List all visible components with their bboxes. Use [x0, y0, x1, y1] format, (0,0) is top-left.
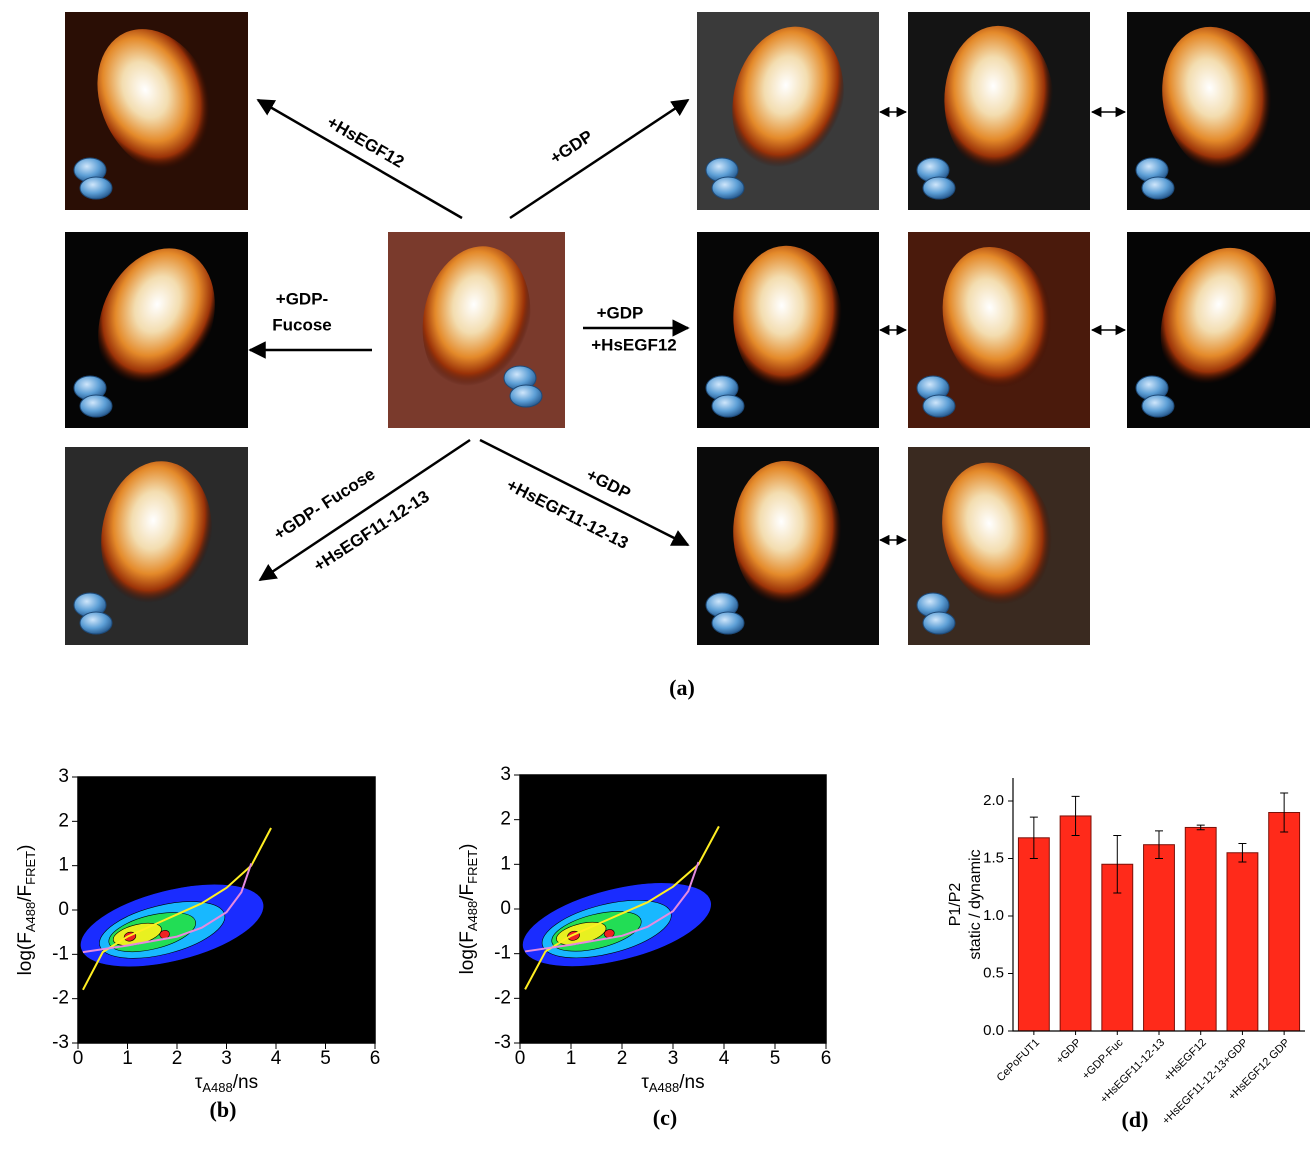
y-tick-label: 1: [500, 853, 511, 874]
y-tick-label: 3: [500, 764, 511, 785]
arrow-label: +GDP-: [276, 289, 328, 308]
schematic-icon: [923, 612, 955, 634]
arrow-label: Fucose: [272, 315, 332, 334]
bar: [1018, 838, 1049, 1031]
x-tick-label: 1: [122, 1048, 133, 1069]
bar: [1269, 813, 1300, 1032]
bar: [1227, 853, 1258, 1031]
bar: [1185, 827, 1216, 1031]
y-tick-label: -3: [494, 1032, 511, 1053]
schematic-icon: [712, 177, 744, 199]
x-tick-label: 2: [172, 1048, 183, 1069]
x-axis-label-part: /ns: [233, 1072, 258, 1093]
arrow-label: +GDP: [547, 126, 597, 167]
bar: [1060, 816, 1091, 1031]
y-tick-label: 0.0: [983, 1022, 1004, 1039]
schematic-icon: [80, 395, 112, 417]
y-tick-label: 2.0: [983, 792, 1004, 809]
y-tick-label: -1: [52, 943, 69, 964]
schematic-icon: [712, 612, 744, 634]
y-axis-label: log(FA488/FFRET): [15, 845, 38, 976]
schematic-icon: [1142, 395, 1174, 417]
panel-label: (a): [669, 675, 695, 700]
x-axis-label-part: /ns: [679, 1072, 704, 1093]
y-tick-label: 0.5: [983, 964, 1004, 981]
schematic-icon: [923, 177, 955, 199]
x-axis-label: τA488/ns: [195, 1072, 258, 1095]
arrow: [260, 440, 470, 580]
x-tick-label: 0: [73, 1048, 84, 1069]
bar: [1144, 845, 1175, 1031]
x-axis-label: τA488/ns: [641, 1072, 704, 1095]
y-axis-label-part: A488: [23, 902, 38, 932]
schematic-icon: [923, 395, 955, 417]
arrow: [258, 100, 462, 218]
schematic-icon: [1142, 177, 1174, 199]
y-axis-label-part: log(F: [457, 931, 478, 974]
y-axis-label-part: /F: [15, 885, 36, 902]
y-tick-label: -3: [52, 1032, 69, 1053]
y-tick-label: -2: [494, 987, 511, 1008]
x-tick-label: 2: [617, 1048, 628, 1069]
y-tick-label: 0: [500, 898, 511, 919]
arrow: [510, 100, 688, 218]
arrow-label: +GDP: [597, 303, 644, 322]
y-tick-label: 2: [58, 810, 69, 831]
panel-label: (b): [210, 1097, 237, 1122]
y-axis-label-part: /F: [457, 884, 478, 901]
y-axis-label-part: FRET: [465, 850, 480, 884]
x-axis-label-part: A488: [202, 1080, 232, 1095]
arrow-label: +GDP: [583, 465, 633, 503]
y-tick-label: 1.0: [983, 907, 1004, 924]
y-axis-label-part: log(F: [15, 932, 36, 975]
y-axis-label: static / dynamic: [967, 849, 984, 959]
panel-label: (c): [653, 1105, 677, 1130]
x-tick-label: 4: [719, 1048, 730, 1069]
panel-label: (d): [1122, 1107, 1149, 1132]
x-tick-label: 6: [370, 1048, 381, 1069]
y-tick-label: 1: [58, 855, 69, 876]
y-axis-label-part: A488: [465, 901, 480, 931]
y-tick-label: 0: [58, 899, 69, 920]
y-tick-label: -2: [52, 988, 69, 1009]
y-tick-label: -1: [494, 943, 511, 964]
schematic-icon: [712, 395, 744, 417]
x-tick-label: 5: [320, 1048, 331, 1069]
x-axis-label-part: A488: [649, 1080, 679, 1095]
figure: (a) +HsEGF12+GDP+GDP-Fucose+GDP+HsEGF12+…: [0, 0, 1315, 1167]
x-tick-label: CePoFUT1: [995, 1037, 1042, 1084]
x-tick-label: 5: [770, 1048, 781, 1069]
schematic-icon: [510, 385, 542, 407]
y-axis-label-part: FRET: [23, 851, 38, 885]
x-tick-label: 4: [271, 1048, 282, 1069]
y-axis-label: P1/P2: [947, 883, 964, 927]
y-axis-label-part: ): [457, 844, 478, 850]
x-tick-label: +GDP: [1054, 1037, 1084, 1067]
y-tick-label: 1.5: [983, 849, 1004, 866]
arrow-label: +HsEGF12: [591, 335, 677, 354]
y-axis-label: log(FA488/FFRET): [457, 844, 480, 975]
x-tick-label: 1: [566, 1048, 577, 1069]
x-tick-label: 0: [515, 1048, 526, 1069]
y-tick-label: 3: [58, 766, 69, 787]
x-tick-label: 3: [668, 1048, 679, 1069]
schematic-icon: [80, 612, 112, 634]
x-tick-label: 3: [221, 1048, 232, 1069]
y-tick-label: 2: [500, 809, 511, 830]
x-tick-label: +HsEGF11-12-13+GDP: [1160, 1037, 1250, 1127]
schematic-icon: [80, 177, 112, 199]
y-axis-label-part: ): [15, 845, 36, 851]
x-tick-label: 6: [821, 1048, 832, 1069]
